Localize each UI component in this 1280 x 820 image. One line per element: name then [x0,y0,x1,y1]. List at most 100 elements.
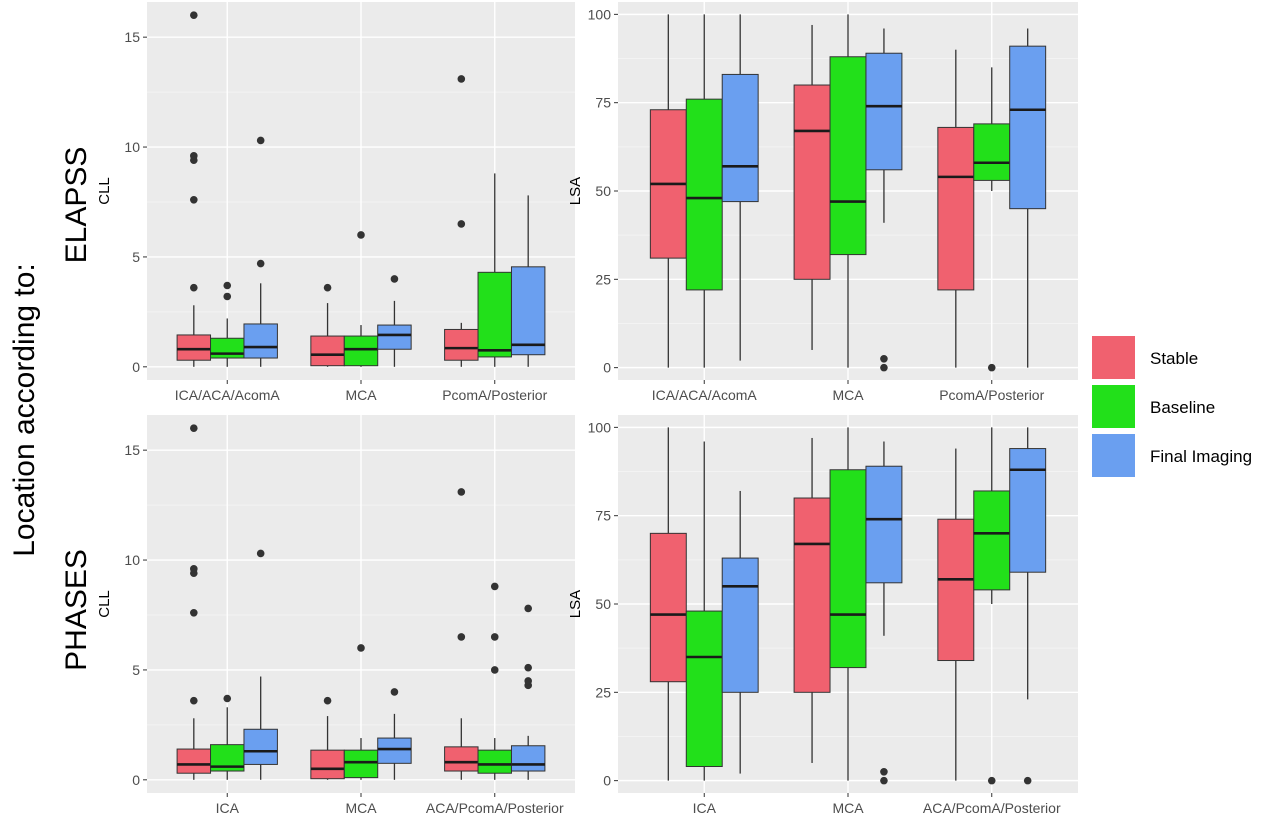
box-iqr [721,73,759,203]
box-iqr [829,56,867,256]
outlier-point [190,11,198,19]
outlier-point [190,152,198,160]
legend-label: Stable [1150,349,1198,368]
outlier-point [256,259,265,268]
box-final-imaging [377,688,412,780]
box-iqr [1009,448,1047,573]
outlier-point [457,633,466,641]
box-baseline [973,67,1011,372]
y-axis-title: CLL [96,177,113,205]
outlier-point [524,604,532,613]
box-iqr [721,557,759,693]
box-iqr [310,335,345,367]
outlier-point [223,281,232,290]
outlier-point [490,666,499,674]
outlier-point [256,136,265,145]
box-iqr [477,749,512,774]
row-label-phases: PHASES [60,549,93,671]
x-tick-label: ICA [216,800,240,816]
box-stable [649,14,687,368]
row-label-elapss: ELAPSS [60,147,93,264]
x-tick-label: PcomA/Posterior [442,387,547,403]
x-tick-label: MCA [345,800,377,816]
box-baseline [210,694,245,780]
outlier-point [256,549,265,558]
box-iqr [685,610,723,768]
x-tick-label: ICA [693,800,717,816]
box-final-imaging [1009,427,1047,785]
box-baseline [210,281,245,367]
outlier-point [457,220,466,228]
outlier-point [524,677,532,685]
box-baseline [685,14,723,368]
box-iqr [243,728,278,765]
box-iqr [444,328,479,361]
outlier-point [357,644,365,652]
box-iqr [343,335,379,367]
overall-location-label: Location according to: [8,263,41,557]
x-tick-label: ACA/PcomA/Posterior [923,800,1061,816]
y-tick-label: 25 [595,271,611,287]
outlier-point [323,283,332,292]
box-iqr [685,98,723,291]
outlier-point [490,582,499,591]
box-final-imaging [1009,28,1047,368]
outlier-point [987,776,996,785]
box-stable [444,75,479,367]
box-final-imaging [243,549,278,780]
box-iqr [310,749,345,780]
outlier-point [190,283,198,292]
box-stable [793,437,831,763]
box-iqr [377,737,412,764]
box-baseline [973,427,1011,785]
y-tick-label: 100 [588,6,612,22]
legend-label: Baseline [1150,398,1215,417]
box-iqr [865,465,903,584]
outlier-point [524,663,532,672]
box-final-imaging [243,136,278,367]
outlier-point [390,688,399,696]
y-tick-label: 15 [124,29,140,45]
outlier-point [457,75,466,83]
y-tick-label: 10 [124,552,140,568]
box-stable [310,283,345,367]
y-tick-label: 50 [595,596,611,612]
box-baseline [829,14,867,368]
box-final-imaging [377,275,412,367]
legend-swatch-stable [1092,336,1135,379]
y-tick-label: 50 [595,183,611,199]
y-tick-label: 0 [603,360,611,376]
outlier-point [323,696,332,705]
box-iqr [444,746,479,772]
box-final-imaging [721,490,759,774]
legend: Stable Baseline Final Imaging [1092,336,1252,477]
box-baseline [829,427,867,781]
y-axis-title: CLL [96,590,113,618]
x-tick-label: MCA [832,800,864,816]
box-stable [176,11,212,367]
box-iqr [343,749,379,779]
outlier-point [880,355,888,363]
y-tick-label: 0 [132,359,140,375]
outlier-point [1023,776,1032,785]
x-tick-label: ICA/ACA/AcomA [175,387,281,403]
y-tick-label: 25 [595,684,611,700]
box-baseline [343,644,379,780]
box-final-imaging [721,14,759,361]
outlier-point [880,363,888,372]
box-stable [937,49,975,368]
outlier-point [223,292,232,301]
y-tick-label: 5 [132,662,140,678]
y-tick-label: 5 [132,249,140,265]
y-tick-label: 75 [595,508,611,524]
box-iqr [243,323,278,359]
panel-phases-lsa: 0 25 50 75 100 ICA MCA ACA/PcomA/Posterior LSA [567,415,1078,816]
box-stable [649,427,687,781]
outlier-point [190,696,198,705]
y-axis-title: LSA [567,590,584,618]
box-iqr [176,748,212,774]
box-final-imaging [865,441,903,785]
box-iqr [176,334,212,361]
box-iqr [865,52,903,171]
